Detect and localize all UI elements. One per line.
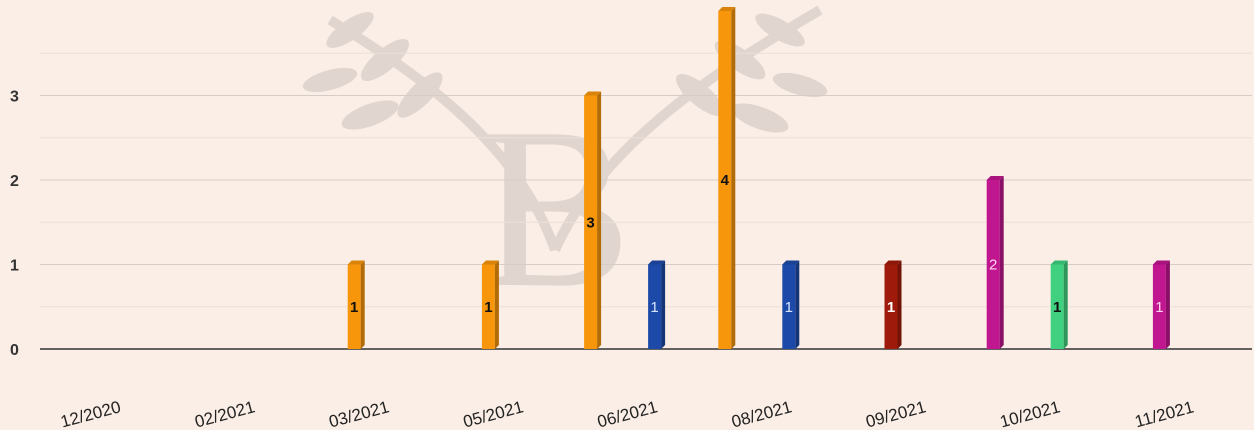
bar: 2 <box>986 176 1004 349</box>
bar-side <box>1063 260 1068 349</box>
y-tick-label: 1 <box>10 258 19 275</box>
x-axis-labels: 12/2020 02/2021 03/2021 05/2021 06/2021 08/20… <box>59 397 1196 430</box>
bar-top <box>718 7 736 11</box>
bar-side <box>795 260 800 349</box>
bar-top <box>481 260 499 265</box>
bar-top <box>782 260 800 265</box>
bar-side <box>360 260 365 349</box>
y-tick-label: 2 <box>10 173 19 190</box>
bar-front <box>782 264 796 349</box>
x-tick-label: 11/2021 <box>1133 397 1196 430</box>
logo-watermark: B <box>302 5 828 335</box>
bar-side <box>897 260 902 349</box>
x-tick-label: 03/2021 <box>327 397 391 430</box>
bar-top <box>648 260 666 265</box>
bar-front <box>481 264 495 349</box>
data-label: 4 <box>721 172 730 189</box>
bar: 1 <box>1050 260 1068 349</box>
bar: 1 <box>1152 260 1170 349</box>
bar-top <box>584 91 602 96</box>
bar-front <box>884 264 898 349</box>
bar-side <box>731 7 736 349</box>
data-label: 1 <box>1053 299 1061 316</box>
data-label: 1 <box>887 299 895 316</box>
data-label: 1 <box>650 299 658 316</box>
x-tick-label: 09/2021 <box>864 397 928 430</box>
bar-front <box>584 95 598 349</box>
bar: 3 <box>584 91 602 349</box>
svg-text:B: B <box>478 80 631 335</box>
bar-front <box>347 264 361 349</box>
bar-top <box>347 260 365 265</box>
bar-side <box>1165 260 1170 349</box>
data-label: 2 <box>989 257 997 274</box>
bar: 1 <box>648 260 666 349</box>
bar-side <box>999 176 1004 349</box>
x-tick-label: 06/2021 <box>595 397 659 430</box>
bar: 1 <box>782 260 800 349</box>
bar-side <box>494 260 499 349</box>
bar-front <box>648 264 662 349</box>
gridlines <box>40 52 1252 350</box>
bar-front <box>718 11 732 349</box>
bar-front <box>986 180 1000 349</box>
x-tick-label: 05/2021 <box>461 397 525 430</box>
bar: 1 <box>884 260 902 349</box>
bar-top <box>884 260 902 265</box>
bar: 1 <box>481 260 499 349</box>
bar-side <box>661 260 666 349</box>
y-tick-label: 0 <box>10 342 19 359</box>
bar: 4 <box>718 7 736 349</box>
bar-front <box>1050 264 1064 349</box>
x-tick-label: 02/2021 <box>193 397 257 430</box>
bar-front <box>1152 264 1166 349</box>
data-label: 3 <box>586 214 594 231</box>
data-label: 1 <box>785 299 793 316</box>
x-tick-label: 10/2021 <box>998 397 1062 430</box>
bar: 1 <box>347 260 365 349</box>
bar-top <box>1152 260 1170 265</box>
data-label: 1 <box>1155 299 1163 316</box>
bar-side <box>597 91 602 349</box>
y-axis-ticks: 0 1 2 3 <box>10 89 19 360</box>
x-tick-label: 12/2020 <box>59 397 123 430</box>
data-label: 1 <box>350 299 358 316</box>
y-tick-label: 3 <box>10 89 19 106</box>
bar-top <box>1050 260 1068 265</box>
bar-top <box>986 176 1004 180</box>
x-tick-label: 08/2021 <box>730 397 794 430</box>
data-label: 1 <box>484 299 492 316</box>
